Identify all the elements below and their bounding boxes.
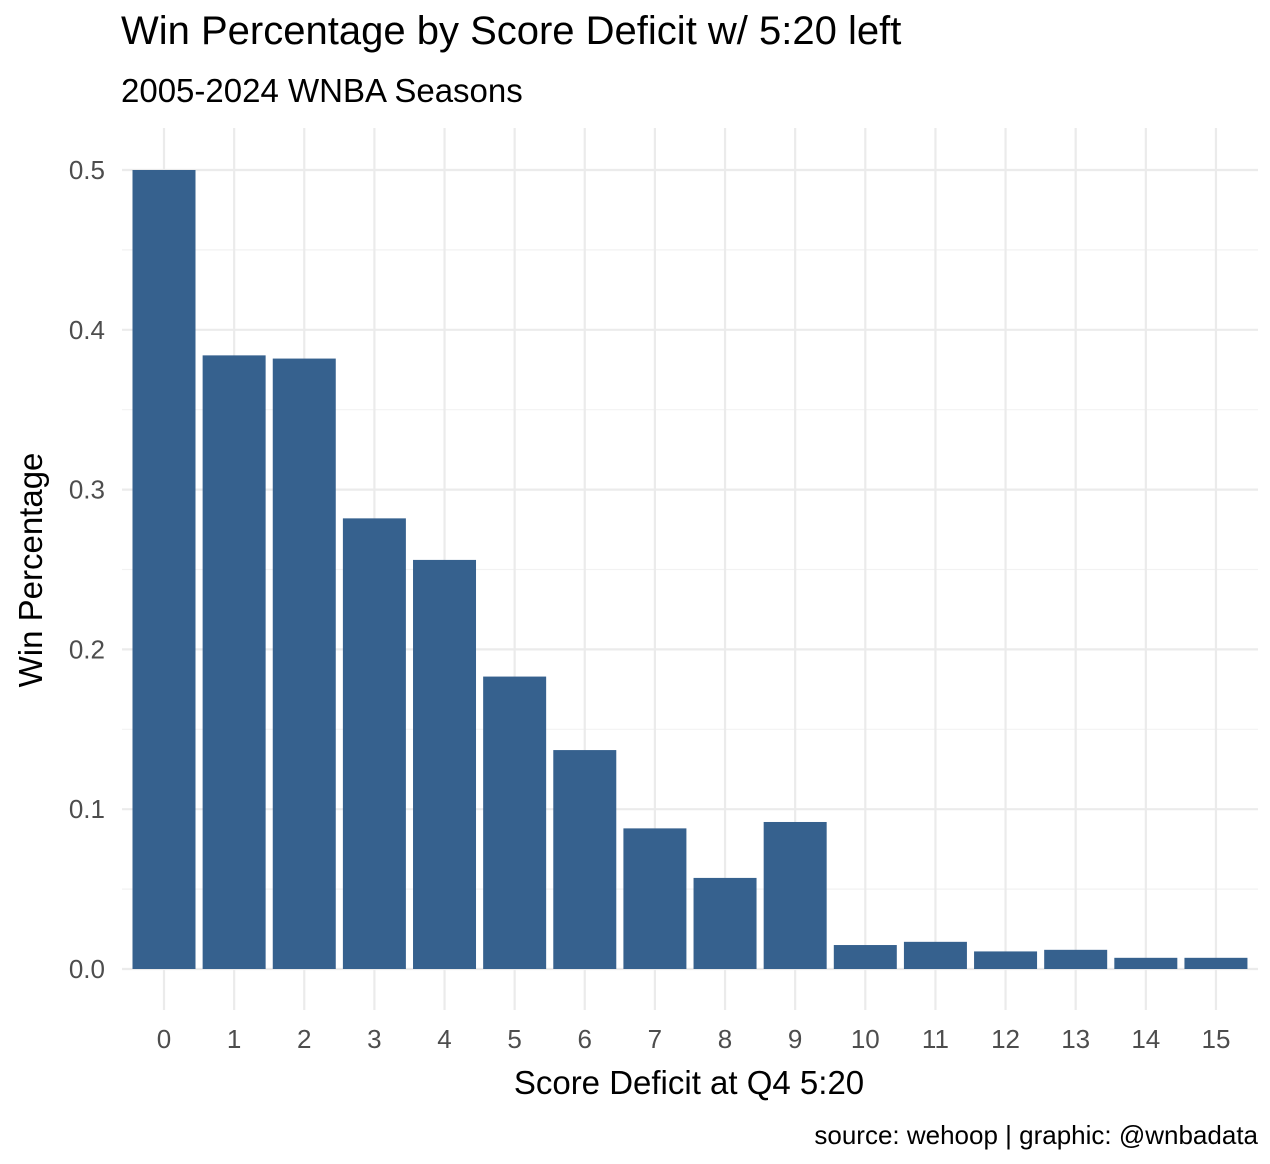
bar (553, 750, 617, 969)
x-tick-label: 6 (578, 1024, 592, 1054)
y-axis-title: Win Percentage (12, 453, 49, 688)
bars (132, 170, 1248, 970)
bar (413, 559, 477, 969)
chart-title: Win Percentage by Score Deficit w/ 5:20 … (121, 9, 901, 53)
bar (342, 518, 406, 969)
bar (1044, 949, 1108, 969)
chart-subtitle: 2005-2024 WNBA Seasons (121, 72, 523, 109)
bar (623, 828, 687, 969)
x-tick-label: 1 (227, 1024, 241, 1054)
x-tick-label: 12 (991, 1024, 1020, 1054)
y-tick-label: 0.5 (69, 155, 105, 185)
y-tick-label: 0.2 (69, 634, 105, 664)
bar (202, 355, 266, 969)
x-tick-label: 2 (297, 1024, 311, 1054)
x-tick-label: 7 (648, 1024, 662, 1054)
x-tick-label: 14 (1131, 1024, 1160, 1054)
bar (483, 676, 547, 969)
bar (1114, 957, 1178, 969)
bar (132, 170, 196, 969)
x-tick-label: 9 (788, 1024, 802, 1054)
y-tick-label: 0.4 (69, 315, 105, 345)
x-tick-label: 8 (718, 1024, 732, 1054)
y-tick-label: 0.3 (69, 475, 105, 505)
y-tick-label: 0.1 (69, 794, 105, 824)
x-tick-label: 0 (157, 1024, 171, 1054)
x-axis-ticks: 0 1 2 3 4 5 6 7 8 9 10 11 12 13 14 15 (157, 1024, 1231, 1054)
chart-caption: source: wehoop | graphic: @wnbadata (814, 1120, 1258, 1150)
x-tick-label: 13 (1061, 1024, 1090, 1054)
bar (903, 941, 967, 969)
y-axis-ticks: 0.0 0.1 0.2 0.3 0.4 0.5 (69, 155, 105, 984)
x-tick-label: 10 (851, 1024, 880, 1054)
x-tick-label: 4 (437, 1024, 451, 1054)
x-tick-label: 3 (367, 1024, 381, 1054)
y-tick-label: 0.0 (69, 954, 105, 984)
bar (272, 358, 336, 970)
x-tick-label: 11 (922, 1024, 949, 1054)
bar (763, 821, 827, 969)
x-tick-label: 5 (507, 1024, 521, 1054)
bar (833, 945, 897, 969)
x-tick-label: 15 (1201, 1024, 1230, 1054)
bar (974, 951, 1038, 969)
x-axis-title: Score Deficit at Q4 5:20 (514, 1064, 864, 1101)
bar (693, 877, 757, 969)
bar (1184, 957, 1248, 969)
